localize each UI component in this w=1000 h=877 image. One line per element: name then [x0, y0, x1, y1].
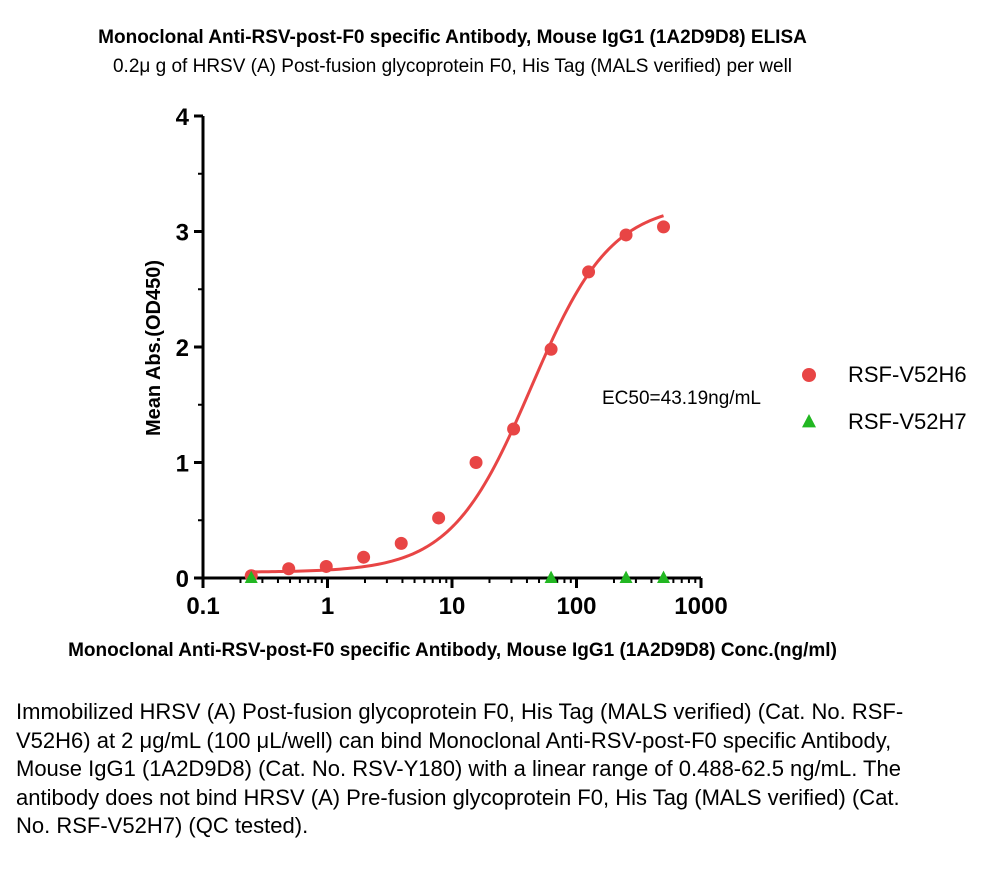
x-tick-label: 1	[321, 593, 334, 620]
data-point-rsf-v52h7	[244, 570, 258, 583]
y-tick-label: 4	[176, 104, 190, 131]
ec50-annotation: EC50=43.19ng/mL	[602, 388, 761, 409]
axes: 0 1 2 3 4 0.1 1 10 100 1000	[176, 104, 728, 620]
data-point-rsf-v52h6	[282, 562, 296, 576]
x-tick-label: 10	[439, 593, 466, 620]
data-point-rsf-v52h6	[469, 456, 483, 469]
data-point-rsf-v52h7	[544, 570, 558, 583]
y-tick-label: 3	[176, 220, 189, 247]
legend-label: RSF-V52H6	[848, 362, 967, 387]
data-point-rsf-v52h6	[657, 220, 671, 234]
legend-marker-rsf-v52h7	[802, 414, 816, 428]
data-point-rsf-v52h6	[394, 536, 408, 550]
x-axis-label: Monoclonal Anti-RSV-post-F0 specific Ant…	[68, 640, 837, 661]
legend-marker-rsf-v52h6	[802, 368, 816, 382]
data-point-rsf-v52h6	[507, 422, 521, 436]
data-point-rsf-v52h6	[619, 228, 633, 242]
data-point-rsf-v52h7	[619, 570, 633, 583]
legend-label: RSF-V52H7	[848, 409, 967, 434]
data-point-rsf-v52h6	[432, 511, 446, 525]
legend: RSF-V52H6 RSF-V52H7	[802, 362, 967, 434]
x-tick-label: 1000	[674, 593, 727, 620]
y-axis-label: Mean Abs.(OD450)	[143, 260, 165, 436]
chart-subtitle: 0.2μ g of HRSV (A) Post-fusion glycoprot…	[112, 56, 793, 77]
data-point-rsf-v52h6	[582, 265, 596, 279]
chart-marks	[244, 214, 671, 583]
y-tick-label: 0	[176, 566, 189, 593]
elisa-chart: 0 1 2 3 4 0.1 1 10 100 1000 Mean Abs.(OD450) EC50…	[143, 104, 967, 620]
x-tick-label: 100	[556, 593, 596, 620]
figure-caption: Immobilized HRSV (A) Post-fusion glycopr…	[16, 699, 904, 838]
y-tick-label: 2	[176, 335, 189, 362]
chart-title: Monoclonal Anti-RSV-post-F0 specific Ant…	[98, 27, 807, 48]
fit-curve-rsf-v52h6	[251, 214, 664, 574]
y-tick-label: 1	[176, 451, 189, 478]
data-point-rsf-v52h6	[357, 550, 371, 564]
x-tick-label: 0.1	[186, 593, 219, 620]
data-point-rsf-v52h6	[544, 342, 558, 356]
data-point-rsf-v52h6	[319, 559, 333, 573]
data-point-rsf-v52h7	[657, 570, 671, 583]
